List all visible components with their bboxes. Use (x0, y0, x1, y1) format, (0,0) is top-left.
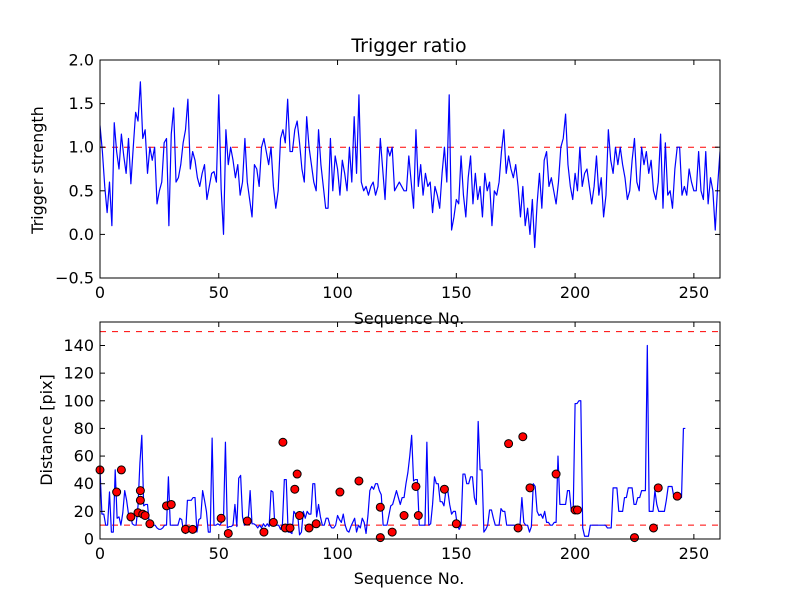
data-point (629, 533, 639, 543)
series-line (100, 344, 686, 537)
trigger-ratio-plot-area (99, 59, 721, 279)
data-point (451, 519, 461, 529)
x-tick-label: 200 (560, 283, 591, 302)
distance-plot-area (95, 321, 721, 543)
distance-x-axis: 0 50 100 150 200 250 (95, 322, 709, 563)
x-tick-label: 250 (679, 283, 710, 302)
data-point (513, 523, 523, 533)
data-point (375, 502, 385, 512)
x-axis-label: Sequence No. (354, 309, 465, 328)
axes-frame (99, 321, 721, 540)
data-point (648, 523, 658, 533)
data-point (525, 483, 535, 493)
x-tick-label: 100 (322, 283, 353, 302)
data-point (292, 469, 302, 479)
y-tick-label: 1.0 (69, 138, 94, 157)
data-point (551, 469, 561, 479)
data-point (278, 437, 288, 447)
y-tick-label: 60 (74, 447, 94, 466)
series-line (100, 81, 720, 249)
data-point (290, 484, 300, 494)
y-tick-label: −0.5 (55, 269, 94, 288)
trigger-ratio-y-axis: −0.5 0.0 0.5 1.0 1.5 2.0 (55, 51, 720, 288)
data-point (295, 511, 305, 521)
x-tick-label: 0 (95, 544, 105, 563)
data-point (387, 527, 397, 537)
data-point (653, 483, 663, 493)
y-tick-label: 0 (84, 530, 94, 549)
y-tick-label: 80 (74, 419, 94, 438)
y-tick-label: 140 (63, 336, 94, 355)
y-tick-label: 0.0 (69, 225, 94, 244)
data-point (354, 476, 364, 486)
data-point (504, 439, 514, 449)
data-point (140, 511, 150, 521)
data-point (375, 533, 385, 543)
data-point (268, 517, 278, 527)
data-point (672, 491, 682, 501)
data-point (285, 523, 295, 533)
data-point (135, 486, 145, 496)
y-tick-label: 2.0 (69, 51, 94, 70)
data-point (572, 505, 582, 515)
x-tick-label: 50 (209, 283, 229, 302)
data-point (518, 432, 528, 442)
data-point (145, 519, 155, 529)
data-point (411, 481, 421, 491)
plot-data (100, 331, 720, 537)
y-tick-label: 100 (63, 391, 94, 410)
data-point (116, 465, 126, 475)
y-tick-label: 20 (74, 502, 94, 521)
trigger-ratio-x-axis: 0 50 100 150 200 250 (95, 60, 709, 302)
axes-frame (99, 59, 721, 279)
chart-title: Trigger ratio (350, 35, 466, 57)
x-tick-label: 150 (441, 283, 472, 302)
x-tick-label: 250 (679, 544, 710, 563)
data-point (259, 527, 269, 537)
y-tick-label: 0.5 (69, 181, 94, 200)
data-point (311, 519, 321, 529)
x-tick-label: 0 (95, 283, 105, 302)
distance-chart: 0 50 100 150 200 250 0 20 40 60 80 100 120 140 Seque… (37, 321, 721, 588)
x-tick-label: 50 (209, 544, 229, 563)
data-point (399, 511, 409, 521)
data-point (304, 523, 314, 533)
distance-y-axis: 0 20 40 60 80 100 120 140 (63, 336, 720, 549)
data-point (112, 487, 122, 497)
trigger-ratio-chart: Trigger ratio 0 50 100 150 200 250 −0.5 0.0 0.5… (28, 35, 721, 328)
data-point (135, 495, 145, 505)
data-point (223, 528, 233, 538)
x-tick-label: 150 (441, 544, 472, 563)
y-axis-label: Distance [pix] (37, 374, 56, 486)
y-tick-label: 120 (63, 364, 94, 383)
y-tick-label: 40 (74, 474, 94, 493)
y-axis-label: Trigger strength (28, 106, 47, 235)
x-tick-label: 100 (322, 544, 353, 563)
data-point (188, 524, 198, 534)
data-point (166, 499, 176, 509)
plot-data (100, 81, 720, 249)
data-point (126, 512, 136, 522)
x-axis-label: Sequence No. (354, 569, 465, 588)
data-point (216, 513, 226, 523)
x-tick-label: 200 (560, 544, 591, 563)
data-point (439, 484, 449, 494)
data-point (413, 511, 423, 521)
data-point (242, 516, 252, 526)
data-point (335, 487, 345, 497)
y-tick-label: 1.5 (69, 94, 94, 113)
